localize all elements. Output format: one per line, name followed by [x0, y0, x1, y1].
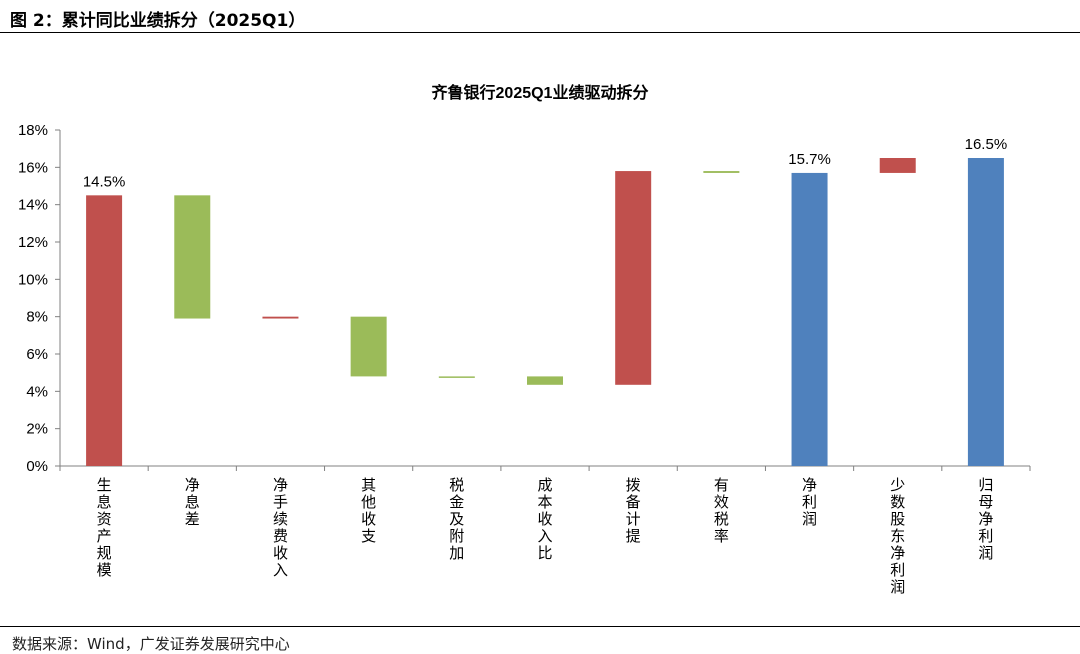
y-tick-label: 2%: [26, 421, 48, 438]
y-tick-label: 18%: [18, 122, 48, 139]
bar: [879, 158, 916, 173]
bar: [791, 172, 828, 466]
bar: [527, 376, 563, 385]
y-tick-label: 8%: [26, 309, 48, 326]
x-tick-label: 净息差: [185, 476, 200, 528]
y-tick-label: 12%: [18, 234, 48, 251]
x-tick-label: 净手续费收入: [273, 476, 288, 579]
bar-data-label: 14.5%: [83, 173, 126, 190]
figure-title: 图 2：累计同比业绩拆分（2025Q1）: [10, 11, 306, 31]
labels-group: 14.5% 15.7% 16.5%: [83, 136, 1007, 190]
x-tick-label: 其他收支: [361, 476, 376, 545]
bar-data-label: 16.5%: [965, 136, 1008, 153]
bar: [350, 316, 387, 377]
bar: [703, 171, 740, 173]
y-tick-label: 16%: [18, 159, 48, 176]
y-tick-label: 6%: [26, 346, 48, 363]
bar: [86, 195, 123, 467]
y-tick-label: 4%: [26, 383, 48, 400]
bar: [262, 316, 299, 319]
bars-group: [86, 158, 1004, 467]
bar: [174, 195, 211, 319]
bar: [967, 158, 1004, 466]
source-note: 数据来源：Wind，广发证券发展研究中心: [12, 635, 290, 653]
axes: 0% 2% 4% 6% 8% 10% 12% 14% 16% 18% 生息资产规模 净息差 净手续费收入…: [18, 122, 1031, 596]
y-tick-label: 10%: [18, 271, 48, 288]
x-tick-label: 归母净利润: [978, 476, 993, 562]
bar: [438, 376, 475, 378]
x-tick-label: 拨备计提: [626, 476, 641, 545]
waterfall-chart: 齐鲁银行2025Q1业绩驱动拆分 0% 2% 4% 6% 8% 10% 12% 14% 16% 1…: [18, 83, 1031, 596]
y-tick-label: 14%: [18, 197, 48, 214]
x-tick-label: 少数股东净利润: [890, 476, 905, 596]
x-tick-label: 生息资产规模: [97, 476, 112, 579]
y-tick-label: 0%: [26, 458, 48, 475]
x-tick-label: 成本收入比: [537, 476, 552, 562]
bar: [615, 171, 652, 385]
x-tick-label: 税金及附加: [449, 476, 464, 562]
chart-title: 齐鲁银行2025Q1业绩驱动拆分: [432, 83, 649, 102]
bar-data-label: 15.7%: [788, 151, 831, 168]
x-tick-label: 有效税率: [714, 476, 729, 545]
figure-header: 图 2：累计同比业绩拆分（2025Q1）: [0, 0, 1080, 33]
x-tick-label: 净利润: [802, 476, 817, 528]
source-footer: 数据来源：Wind，广发证券发展研究中心: [0, 626, 1080, 654]
